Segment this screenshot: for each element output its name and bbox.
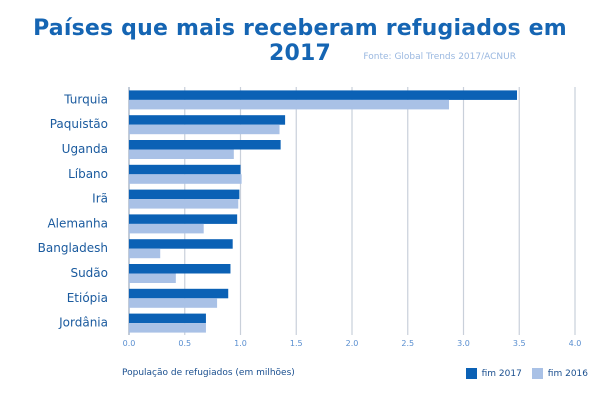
bar-etiópia-fim-2017 [129, 288, 229, 299]
x-tick-label: 0.0 [123, 339, 136, 348]
bar-etiópia-fim-2016 [129, 298, 218, 308]
category-label: Irã [92, 192, 108, 206]
category-label: Uganda [62, 142, 108, 156]
category-label: Alemanha [47, 216, 108, 230]
legend-item-2016: fim 2016 [531, 368, 588, 379]
category-label: Bangladesh [38, 241, 108, 255]
bar-irã-fim-2017 [129, 189, 240, 200]
x-tick-label: 4.0 [569, 339, 582, 348]
bar-uganda-fim-2016 [129, 149, 234, 159]
x-axis-label: População de refugiados (em milhões) [122, 368, 295, 378]
x-tick-label: 1.5 [290, 339, 303, 348]
source-note: Fonte: Global Trends 2017/ACNUR [363, 52, 516, 62]
category-label: Etiópia [67, 291, 108, 305]
bar-bangladesh-fim-2016 [129, 248, 161, 259]
bar-líbano-fim-2016 [129, 174, 242, 184]
chart-title: Países que mais receberam refugiados em … [33, 16, 567, 66]
bar-paquistão-fim-2017 [129, 115, 286, 125]
bar-líbano-fim-2017 [129, 164, 241, 175]
x-tick-label: 2.0 [346, 339, 359, 348]
bar-bangladesh-fim-2017 [129, 239, 233, 249]
x-tick-label: 3.0 [457, 339, 470, 348]
legend-label-2016: fim 2016 [547, 368, 588, 379]
bar-irã-fim-2016 [129, 199, 239, 209]
bar-alemanha-fim-2017 [129, 214, 238, 224]
category-label: Líbano [68, 167, 108, 181]
category-label: Turquia [63, 92, 108, 106]
category-label: Jordânia [58, 316, 108, 330]
bar-alemanha-fim-2016 [129, 223, 204, 234]
bar-turquia-fim-2016 [129, 99, 450, 110]
legend-swatch-2016 [531, 368, 543, 379]
legend: fim 2017 fim 2016 [465, 368, 588, 379]
bar-uganda-fim-2017 [129, 140, 281, 150]
bar-turquia-fim-2017 [129, 90, 518, 100]
bar-jordânia-fim-2016 [129, 323, 206, 333]
bar-jordânia-fim-2017 [129, 313, 206, 324]
legend-label-2017: fim 2017 [481, 368, 522, 379]
legend-item-2017: fim 2017 [465, 368, 522, 379]
bar-sudão-fim-2016 [129, 273, 176, 283]
legend-swatch-2017 [465, 368, 477, 379]
x-tick-label: 0.5 [178, 339, 191, 348]
x-tick-label: 2.5 [401, 339, 414, 348]
x-tick-label: 3.5 [513, 339, 526, 348]
x-tick-label: 1.0 [234, 339, 247, 348]
bar-sudão-fim-2017 [129, 264, 231, 274]
category-label: Paquistão [50, 117, 108, 131]
bar-paquistão-fim-2016 [129, 124, 280, 135]
category-label: Sudão [70, 266, 108, 280]
